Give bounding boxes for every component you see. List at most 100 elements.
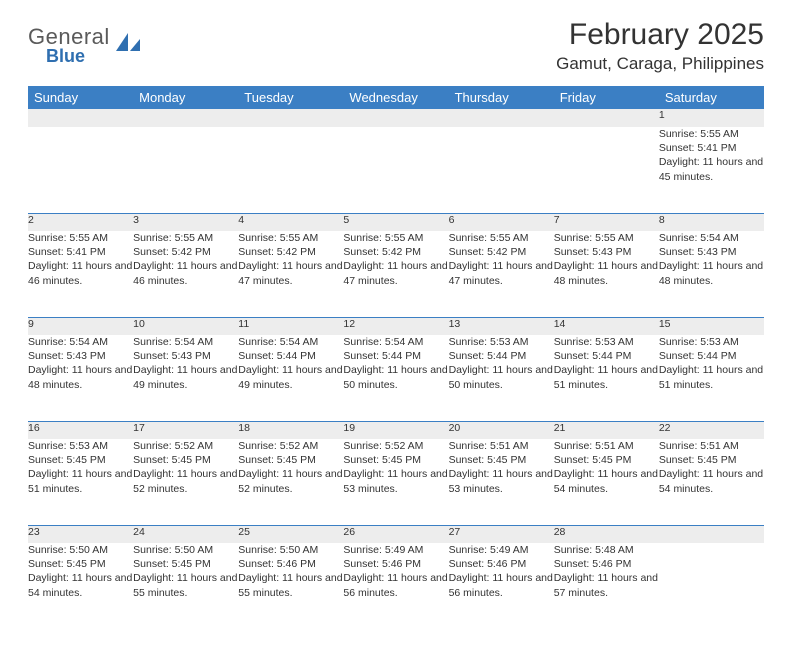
day-content-cell: Sunrise: 5:55 AMSunset: 5:42 PMDaylight:… <box>133 231 238 317</box>
day-number-cell <box>238 109 343 127</box>
day-detail-line: Daylight: 11 hours and 51 minutes. <box>659 363 764 391</box>
day-number-cell: 16 <box>28 421 133 439</box>
day-content-row: Sunrise: 5:54 AMSunset: 5:43 PMDaylight:… <box>28 335 764 421</box>
day-detail-line: Sunrise: 5:51 AM <box>659 439 764 453</box>
logo-sub-text: Blue <box>46 46 110 67</box>
day-content-cell: Sunrise: 5:51 AMSunset: 5:45 PMDaylight:… <box>659 439 764 525</box>
day-detail-line: Sunrise: 5:54 AM <box>343 335 448 349</box>
day-number-cell: 5 <box>343 213 448 231</box>
day-number-cell: 28 <box>554 525 659 543</box>
day-detail-line: Sunrise: 5:51 AM <box>449 439 554 453</box>
day-content-cell: Sunrise: 5:54 AMSunset: 5:43 PMDaylight:… <box>133 335 238 421</box>
day-number-cell: 23 <box>28 525 133 543</box>
day-detail-line: Daylight: 11 hours and 56 minutes. <box>343 571 448 599</box>
day-detail-line: Sunset: 5:43 PM <box>659 245 764 259</box>
day-detail-line: Daylight: 11 hours and 57 minutes. <box>554 571 659 599</box>
day-number-cell <box>449 109 554 127</box>
day-detail-line: Sunset: 5:45 PM <box>133 453 238 467</box>
day-content-cell: Sunrise: 5:53 AMSunset: 5:44 PMDaylight:… <box>449 335 554 421</box>
day-content-cell: Sunrise: 5:53 AMSunset: 5:44 PMDaylight:… <box>554 335 659 421</box>
location-text: Gamut, Caraga, Philippines <box>556 54 764 74</box>
day-detail-line: Sunset: 5:44 PM <box>449 349 554 363</box>
day-content-cell: Sunrise: 5:55 AMSunset: 5:42 PMDaylight:… <box>343 231 448 317</box>
day-content-cell: Sunrise: 5:54 AMSunset: 5:44 PMDaylight:… <box>343 335 448 421</box>
day-detail-line: Sunrise: 5:53 AM <box>659 335 764 349</box>
day-detail-line: Daylight: 11 hours and 47 minutes. <box>343 259 448 287</box>
day-number-cell: 20 <box>449 421 554 439</box>
day-header-row: Sunday Monday Tuesday Wednesday Thursday… <box>28 86 764 109</box>
day-number-cell: 14 <box>554 317 659 335</box>
day-content-cell: Sunrise: 5:52 AMSunset: 5:45 PMDaylight:… <box>343 439 448 525</box>
day-content-cell: Sunrise: 5:54 AMSunset: 5:43 PMDaylight:… <box>28 335 133 421</box>
day-detail-line: Sunrise: 5:54 AM <box>659 231 764 245</box>
day-detail-line: Daylight: 11 hours and 47 minutes. <box>238 259 343 287</box>
day-number-cell: 7 <box>554 213 659 231</box>
day-number-cell: 26 <box>343 525 448 543</box>
month-title: February 2025 <box>556 18 764 52</box>
day-content-cell: Sunrise: 5:55 AMSunset: 5:42 PMDaylight:… <box>449 231 554 317</box>
day-detail-line: Sunrise: 5:55 AM <box>554 231 659 245</box>
day-detail-line: Sunrise: 5:52 AM <box>343 439 448 453</box>
day-detail-line: Sunrise: 5:53 AM <box>28 439 133 453</box>
day-number-cell: 21 <box>554 421 659 439</box>
day-detail-line: Daylight: 11 hours and 55 minutes. <box>133 571 238 599</box>
day-detail-line: Sunset: 5:44 PM <box>343 349 448 363</box>
day-content-cell: Sunrise: 5:48 AMSunset: 5:46 PMDaylight:… <box>554 543 659 629</box>
day-content-cell: Sunrise: 5:51 AMSunset: 5:45 PMDaylight:… <box>449 439 554 525</box>
day-detail-line: Sunset: 5:45 PM <box>343 453 448 467</box>
day-content-cell <box>28 127 133 213</box>
day-detail-line: Sunrise: 5:55 AM <box>133 231 238 245</box>
day-content-cell: Sunrise: 5:55 AMSunset: 5:41 PMDaylight:… <box>28 231 133 317</box>
day-detail-line: Sunrise: 5:50 AM <box>28 543 133 557</box>
day-number-cell: 18 <box>238 421 343 439</box>
day-detail-line: Daylight: 11 hours and 51 minutes. <box>554 363 659 391</box>
day-detail-line: Sunrise: 5:54 AM <box>238 335 343 349</box>
day-detail-line: Sunset: 5:44 PM <box>238 349 343 363</box>
day-number-cell: 15 <box>659 317 764 335</box>
day-content-cell: Sunrise: 5:55 AMSunset: 5:42 PMDaylight:… <box>238 231 343 317</box>
day-number-cell <box>133 109 238 127</box>
day-number-cell <box>659 525 764 543</box>
day-number-cell: 12 <box>343 317 448 335</box>
day-detail-line: Sunset: 5:45 PM <box>28 453 133 467</box>
day-number-cell: 27 <box>449 525 554 543</box>
day-content-cell: Sunrise: 5:52 AMSunset: 5:45 PMDaylight:… <box>133 439 238 525</box>
day-detail-line: Daylight: 11 hours and 49 minutes. <box>133 363 238 391</box>
day-number-cell <box>343 109 448 127</box>
day-number-cell: 19 <box>343 421 448 439</box>
day-detail-line: Daylight: 11 hours and 54 minutes. <box>659 467 764 495</box>
day-detail-line: Sunrise: 5:54 AM <box>133 335 238 349</box>
day-number-cell: 8 <box>659 213 764 231</box>
day-detail-line: Daylight: 11 hours and 54 minutes. <box>554 467 659 495</box>
day-header: Monday <box>133 86 238 109</box>
day-detail-line: Sunset: 5:42 PM <box>133 245 238 259</box>
day-number-cell: 17 <box>133 421 238 439</box>
day-number-cell: 24 <box>133 525 238 543</box>
day-detail-line: Daylight: 11 hours and 50 minutes. <box>343 363 448 391</box>
day-header: Tuesday <box>238 86 343 109</box>
day-detail-line: Sunrise: 5:52 AM <box>133 439 238 453</box>
day-header: Friday <box>554 86 659 109</box>
day-detail-line: Sunset: 5:43 PM <box>554 245 659 259</box>
day-content-cell: Sunrise: 5:51 AMSunset: 5:45 PMDaylight:… <box>554 439 659 525</box>
day-number-cell <box>554 109 659 127</box>
day-number-row: 2345678 <box>28 213 764 231</box>
day-detail-line: Sunset: 5:45 PM <box>554 453 659 467</box>
day-content-cell: Sunrise: 5:54 AMSunset: 5:44 PMDaylight:… <box>238 335 343 421</box>
day-detail-line: Daylight: 11 hours and 46 minutes. <box>133 259 238 287</box>
day-content-cell: Sunrise: 5:54 AMSunset: 5:43 PMDaylight:… <box>659 231 764 317</box>
day-number-cell: 2 <box>28 213 133 231</box>
day-detail-line: Daylight: 11 hours and 48 minutes. <box>28 363 133 391</box>
day-detail-line: Sunrise: 5:49 AM <box>449 543 554 557</box>
day-detail-line: Daylight: 11 hours and 51 minutes. <box>28 467 133 495</box>
calendar-body: 1Sunrise: 5:55 AMSunset: 5:41 PMDaylight… <box>28 109 764 629</box>
day-content-row: Sunrise: 5:53 AMSunset: 5:45 PMDaylight:… <box>28 439 764 525</box>
day-content-cell: Sunrise: 5:50 AMSunset: 5:45 PMDaylight:… <box>28 543 133 629</box>
day-number-cell: 11 <box>238 317 343 335</box>
day-detail-line: Sunset: 5:43 PM <box>28 349 133 363</box>
day-header: Thursday <box>449 86 554 109</box>
day-number-cell: 25 <box>238 525 343 543</box>
day-detail-line: Daylight: 11 hours and 48 minutes. <box>659 259 764 287</box>
day-detail-line: Daylight: 11 hours and 46 minutes. <box>28 259 133 287</box>
day-detail-line: Sunrise: 5:51 AM <box>554 439 659 453</box>
